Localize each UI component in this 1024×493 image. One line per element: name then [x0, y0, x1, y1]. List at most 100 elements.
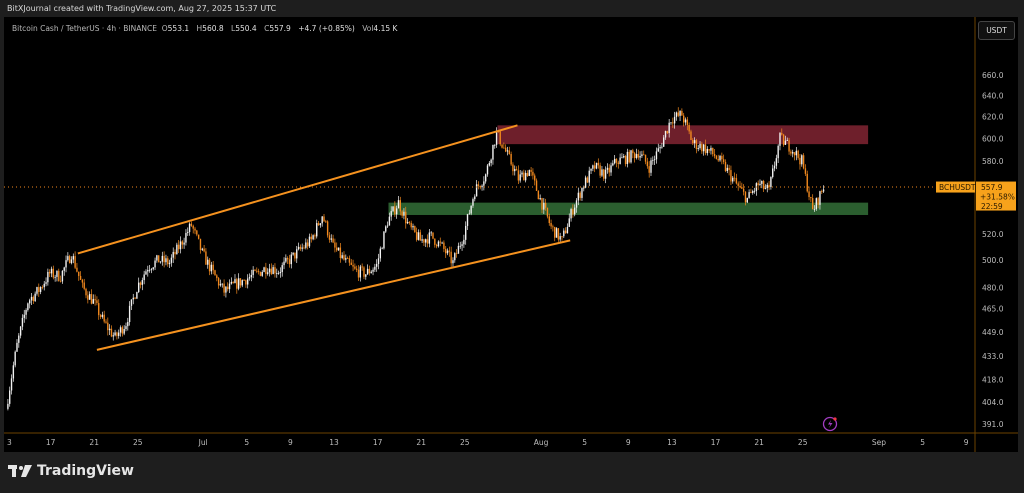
- candle: [368, 265, 371, 276]
- candle: [79, 271, 82, 281]
- symbol-description: Bitcoin Cash / TetherUS · 4h · BINANCE: [12, 24, 157, 33]
- resistance-zone[interactable]: [497, 125, 869, 145]
- candle: [699, 141, 701, 150]
- chart-frame[interactable]: [4, 17, 1018, 452]
- candle: [132, 293, 134, 305]
- candle: [228, 279, 231, 294]
- candle: [363, 266, 365, 280]
- candle: [237, 273, 240, 291]
- candle: [266, 268, 269, 276]
- candle: [216, 274, 218, 282]
- candle: [692, 138, 694, 146]
- candle: [742, 184, 745, 196]
- candle: [110, 325, 113, 338]
- candle: [98, 299, 100, 320]
- candle: [728, 164, 730, 176]
- channel-lower-line[interactable]: [96, 239, 571, 351]
- candle: [704, 139, 707, 156]
- candle: [672, 117, 674, 128]
- candle: [406, 218, 409, 225]
- price-axis[interactable]: 660.0 640.0 620.0 600.0 580.0 520.0 500.0 480.0…: [982, 71, 1004, 429]
- candle: [223, 279, 225, 297]
- candle: [474, 194, 476, 202]
- time-axis[interactable]: 3 17 21 25 Jul 5 9 13 17 21 25 Aug 5 9 13 17 21 25 Sep 5 9: [7, 438, 969, 447]
- channel-lines: [77, 124, 571, 351]
- candle: [450, 246, 452, 269]
- candle: [801, 154, 803, 167]
- candle: [503, 142, 505, 149]
- candle: [417, 229, 420, 241]
- candle: [543, 198, 545, 214]
- candle: [759, 179, 761, 186]
- close-label: C: [264, 24, 270, 33]
- candle: [285, 254, 287, 264]
- candle: [227, 282, 229, 292]
- candle: [279, 267, 282, 278]
- candle: [719, 154, 721, 162]
- candle: [748, 189, 750, 199]
- time-tick: 25: [798, 438, 808, 447]
- candle: [210, 261, 213, 275]
- candle: [354, 263, 356, 270]
- candle: [361, 263, 363, 271]
- candle: [483, 176, 485, 191]
- candle: [581, 187, 583, 202]
- candle: [63, 266, 65, 276]
- candle: [559, 232, 561, 242]
- candle: [415, 227, 418, 242]
- candle: [468, 209, 471, 215]
- candle: [501, 144, 503, 149]
- candle: [762, 179, 765, 192]
- candle: [236, 277, 238, 294]
- candle: [143, 270, 145, 285]
- candle: [32, 295, 35, 305]
- candle: [323, 214, 325, 222]
- alert-lightning-icon[interactable]: [822, 416, 838, 432]
- candle: [136, 291, 138, 299]
- candle: [19, 326, 22, 339]
- candle: [350, 259, 352, 266]
- candle: [290, 252, 292, 269]
- candle: [54, 274, 56, 282]
- candle: [265, 262, 267, 279]
- time-tick: 3: [7, 438, 12, 447]
- candle: [288, 254, 291, 268]
- candle: [345, 254, 347, 263]
- candle: [306, 239, 309, 250]
- candle: [92, 294, 94, 304]
- tradingview-logo[interactable]: TradingView: [8, 463, 134, 479]
- bar-countdown: 22:59: [981, 202, 1003, 211]
- candle: [29, 298, 31, 309]
- symbol-legend: Bitcoin Cash / TetherUS · 4h · BINANCE O…: [12, 24, 402, 33]
- chart-credit: BitXJournal created with TradingView.com…: [7, 4, 277, 13]
- price-tick: 418.0: [982, 376, 1004, 385]
- candle: [790, 149, 792, 156]
- support-zone[interactable]: [388, 202, 869, 215]
- candle: [539, 194, 541, 201]
- candle: [443, 240, 445, 253]
- candle: [637, 149, 639, 160]
- last-price-value: 557.9: [981, 183, 1003, 192]
- candle: [87, 291, 89, 304]
- channel-upper-line[interactable]: [77, 124, 518, 255]
- candle: [81, 278, 84, 288]
- candle: [101, 311, 104, 319]
- candle: [59, 275, 62, 283]
- candle: [492, 144, 494, 165]
- candle: [713, 148, 716, 159]
- currency-button[interactable]: USDT: [978, 21, 1015, 40]
- candle: [697, 144, 699, 152]
- candle: [179, 236, 182, 254]
- candle: [623, 153, 625, 159]
- candle: [188, 222, 191, 236]
- candle: [421, 234, 423, 243]
- time-tick: 21: [416, 438, 426, 447]
- candle: [248, 273, 251, 281]
- candle: [504, 144, 507, 153]
- candle: [150, 267, 153, 274]
- candle: [615, 158, 618, 168]
- candle: [157, 255, 160, 263]
- candle: [334, 238, 336, 253]
- candle: [661, 142, 663, 149]
